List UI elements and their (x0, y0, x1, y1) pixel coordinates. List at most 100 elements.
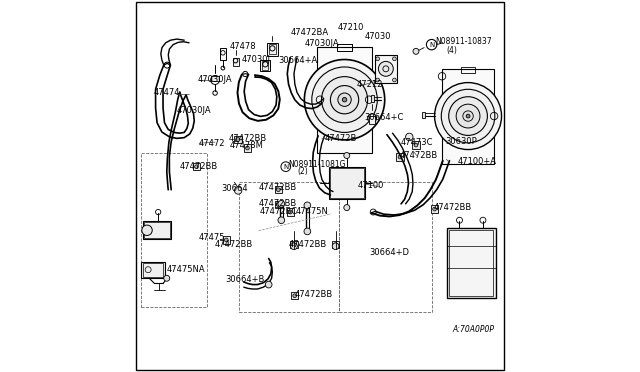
Bar (422, 112, 425, 118)
Text: 47472BA: 47472BA (291, 28, 328, 37)
Bar (291, 241, 298, 248)
Bar (223, 236, 230, 244)
Text: 47472BB: 47472BB (433, 203, 472, 212)
Text: 47472BB: 47472BB (259, 183, 297, 192)
Circle shape (164, 275, 170, 281)
Bar (275, 186, 282, 193)
Text: (2): (2) (297, 167, 308, 176)
Text: 47472BB: 47472BB (179, 162, 218, 171)
Circle shape (456, 104, 480, 128)
Bar (260, 60, 270, 71)
Text: 47100+A: 47100+A (458, 157, 497, 166)
Circle shape (435, 83, 502, 150)
Bar (396, 153, 404, 161)
Circle shape (463, 111, 473, 121)
Bar (275, 201, 282, 208)
Text: 47472BB: 47472BB (259, 199, 297, 208)
Circle shape (246, 146, 250, 150)
Circle shape (305, 60, 385, 140)
Bar (220, 48, 227, 60)
Text: 47475: 47475 (199, 233, 226, 242)
Bar (431, 205, 438, 213)
Bar (287, 208, 294, 216)
Text: 47475N: 47475N (296, 207, 329, 216)
Bar (234, 136, 242, 143)
Text: 47472BB: 47472BB (294, 290, 333, 299)
Text: N: N (429, 42, 434, 48)
Circle shape (344, 153, 349, 158)
Text: N08911-1081G: N08911-1081G (289, 160, 346, 169)
Bar (369, 116, 375, 124)
Text: 47478: 47478 (230, 42, 257, 51)
Circle shape (433, 207, 436, 211)
Text: 47472BB: 47472BB (400, 151, 438, 160)
Text: 30630P: 30630P (445, 137, 477, 146)
Circle shape (414, 143, 418, 147)
Bar (262, 61, 268, 70)
Text: 47030: 47030 (365, 32, 391, 41)
Circle shape (342, 97, 347, 102)
Text: 47473C: 47473C (401, 138, 433, 147)
Text: 47100: 47100 (357, 181, 383, 190)
Circle shape (392, 78, 396, 82)
Bar (337, 44, 353, 51)
Circle shape (304, 228, 310, 235)
Circle shape (266, 281, 272, 288)
Bar (447, 228, 495, 298)
Bar (375, 55, 397, 83)
Circle shape (276, 188, 280, 192)
Text: 47472BB: 47472BB (229, 134, 267, 143)
Bar (141, 262, 164, 278)
Bar (193, 163, 200, 170)
Bar (244, 144, 251, 152)
Circle shape (334, 243, 337, 247)
Bar (371, 95, 374, 102)
Text: 47472B: 47472B (324, 134, 357, 143)
Text: 47210: 47210 (338, 23, 364, 32)
Circle shape (304, 202, 310, 209)
Circle shape (406, 133, 413, 141)
Circle shape (234, 187, 242, 194)
Circle shape (236, 138, 240, 141)
Circle shape (278, 217, 285, 224)
Text: 47472BB: 47472BB (289, 240, 326, 249)
Circle shape (376, 78, 380, 82)
Text: (4): (4) (447, 46, 458, 55)
Text: A:70A0P0P: A:70A0P0P (452, 325, 494, 334)
Circle shape (225, 238, 228, 242)
Text: 47475NA: 47475NA (167, 265, 205, 274)
Circle shape (289, 210, 292, 214)
Circle shape (344, 205, 349, 211)
Circle shape (291, 243, 298, 250)
Bar (461, 67, 476, 73)
Circle shape (276, 203, 280, 206)
Bar (143, 221, 172, 239)
Bar (442, 69, 494, 164)
Bar (449, 230, 493, 296)
Text: 30664: 30664 (221, 185, 248, 193)
Bar (141, 153, 207, 307)
Circle shape (332, 243, 339, 250)
Circle shape (142, 225, 152, 235)
Text: 30664+B: 30664+B (225, 275, 264, 284)
Circle shape (338, 93, 351, 106)
Bar (211, 76, 219, 81)
Text: 47030JA: 47030JA (177, 106, 211, 115)
Bar (330, 167, 365, 199)
Bar (269, 44, 276, 54)
Circle shape (293, 294, 296, 298)
Circle shape (449, 97, 488, 135)
Circle shape (292, 243, 296, 247)
Text: 30664+A: 30664+A (278, 56, 317, 65)
Bar (412, 141, 420, 149)
Circle shape (398, 155, 402, 159)
Text: 30664+C: 30664+C (365, 113, 404, 122)
Text: 47474: 47474 (154, 88, 180, 97)
Circle shape (330, 86, 358, 114)
Circle shape (441, 89, 495, 143)
Circle shape (312, 67, 378, 132)
Bar (232, 58, 239, 66)
Circle shape (376, 57, 380, 61)
Circle shape (466, 114, 470, 118)
Text: 47472BC: 47472BC (260, 207, 298, 216)
